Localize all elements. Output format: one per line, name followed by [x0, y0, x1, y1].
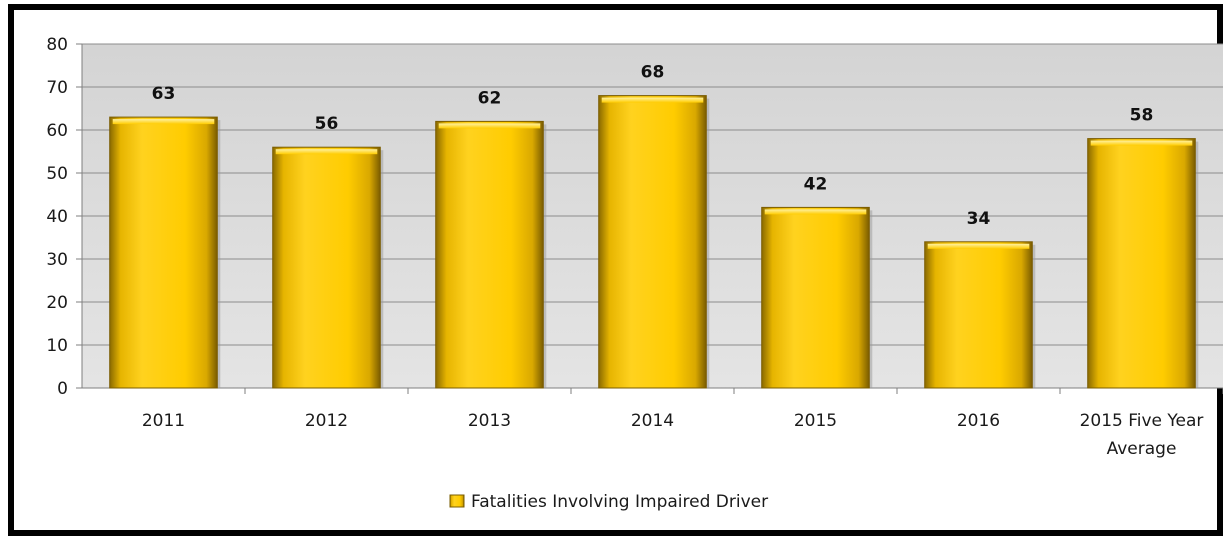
bar	[924, 241, 1033, 389]
bar-top-highlight	[438, 123, 541, 129]
bar-top-highlight	[927, 243, 1030, 249]
bar-chart: 0 10 20 30 40 50 60 70 80 63 2011 56 2012 62 2013 68 201…	[46, 35, 1223, 512]
legend-swatch	[449, 494, 465, 508]
y-tick-label: 40	[46, 207, 68, 227]
y-tick-label: 50	[46, 164, 68, 184]
x-category-label: Average	[1107, 439, 1177, 459]
data-label: 34	[967, 209, 991, 229]
x-category-label: 2011	[142, 411, 185, 431]
y-tick-label: 80	[46, 35, 68, 55]
y-tick-label: 10	[46, 336, 68, 356]
x-category-label: 2015	[794, 411, 837, 431]
data-label: 58	[1130, 106, 1154, 126]
data-label: 42	[804, 174, 828, 194]
x-category-label: 2013	[468, 411, 511, 431]
data-label: 68	[641, 63, 665, 83]
legend: Fatalities Involving Impaired Driver	[449, 492, 768, 512]
legend-swatch-box	[449, 494, 465, 508]
y-tick-label: 0	[57, 379, 68, 399]
y-tick-label: 20	[46, 293, 68, 313]
bar-top-highlight	[601, 97, 704, 103]
bar	[1087, 138, 1196, 389]
bar	[272, 146, 381, 389]
data-label: 56	[315, 114, 339, 134]
y-tick-label: 70	[46, 78, 68, 98]
chart-frame: 0 10 20 30 40 50 60 70 80 63 2011 56 2012 62 2013 68 201…	[8, 4, 1223, 536]
y-tick-label: 30	[46, 250, 68, 270]
bar-top-highlight	[764, 209, 867, 215]
bar	[109, 116, 218, 389]
data-label: 62	[478, 88, 502, 108]
bar	[435, 120, 544, 389]
data-label: 63	[152, 84, 176, 104]
bar-top-highlight	[275, 149, 378, 155]
bar-top-highlight	[1090, 140, 1193, 146]
legend-label: Fatalities Involving Impaired Driver	[471, 492, 768, 512]
y-tick-label: 60	[46, 121, 68, 141]
x-category-label: 2016	[957, 411, 1000, 431]
x-category-label: 2015 Five Year	[1080, 411, 1204, 431]
bar	[598, 95, 707, 389]
x-category-label: 2012	[305, 411, 348, 431]
x-category-label: 2014	[631, 411, 674, 431]
bar-top-highlight	[112, 119, 215, 125]
bar	[761, 206, 870, 389]
